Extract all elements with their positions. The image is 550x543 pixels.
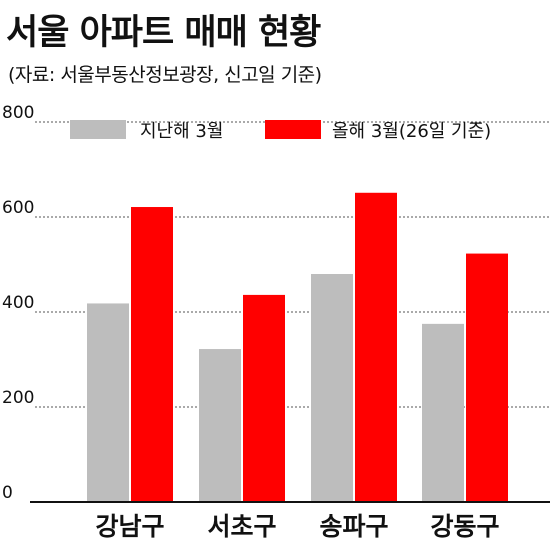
y-tick-label: 800: [2, 103, 34, 123]
bar-last-year: [311, 274, 353, 502]
y-tick-label: 200: [2, 388, 34, 408]
x-category-label: 송파구: [319, 512, 388, 541]
x-category-label: 강남구: [95, 512, 164, 541]
bar-last-year: [422, 323, 464, 502]
axes: 0 200 400 600 800 강남구 서초구 송파구 강동구: [2, 103, 550, 541]
y-tick-label: 600: [2, 198, 34, 218]
bar-this-year: [131, 207, 173, 502]
legend-swatch: [265, 120, 321, 139]
legend: 지난해 3월 올해 3월(26일 기준): [70, 120, 491, 142]
bar-last-year: [199, 349, 241, 502]
bars: [87, 192, 508, 502]
legend-swatch: [70, 120, 126, 139]
legend-label: 올해 3월(26일 기준): [332, 121, 491, 142]
bar-last-year: [87, 303, 129, 502]
chart-title: 서울 아파트 매매 현황: [6, 13, 321, 53]
x-category-label: 강동구: [430, 512, 499, 541]
y-tick-label: 400: [2, 293, 34, 313]
x-category-label: 서초구: [207, 512, 276, 541]
bar-this-year: [466, 253, 508, 502]
bar-this-year: [355, 192, 397, 502]
legend-label: 지난해 3월: [140, 121, 223, 142]
bar-this-year: [243, 294, 285, 502]
chart-subtitle: (자료: 서울부동산정보광장, 신고일 기준): [8, 64, 322, 86]
y-tick-label: 0: [2, 483, 13, 503]
